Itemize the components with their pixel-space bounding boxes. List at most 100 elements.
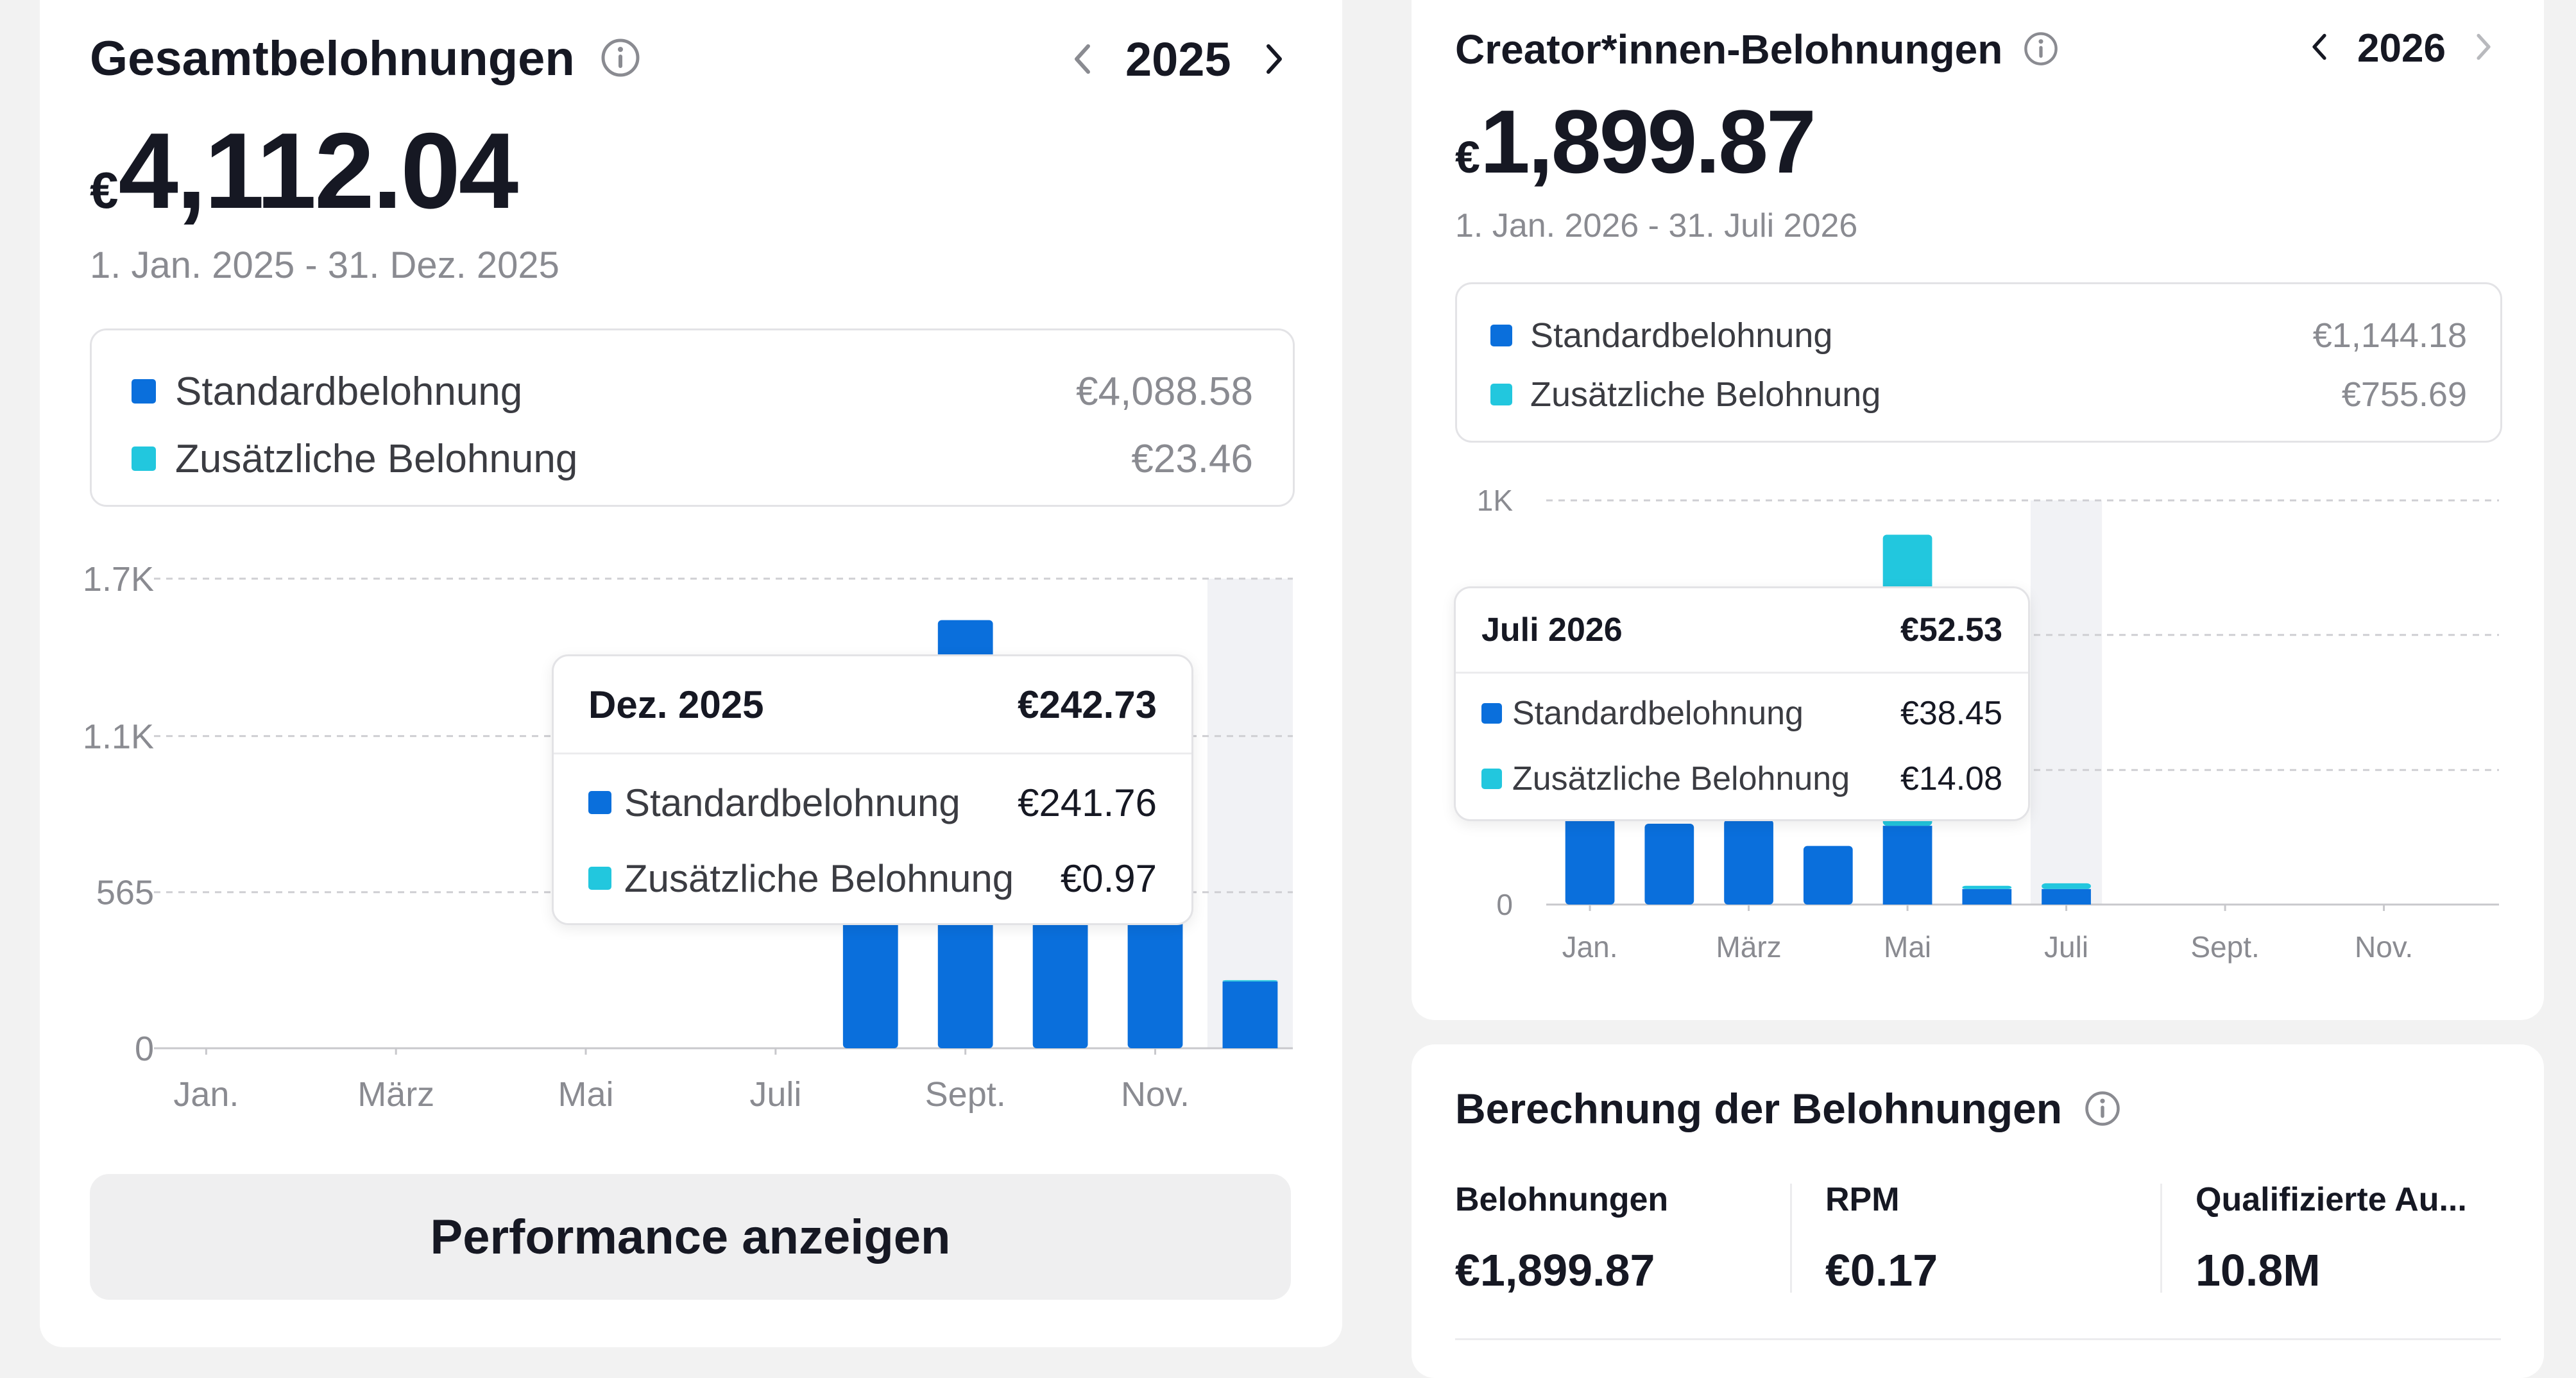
y-tick-label: 0 — [135, 1030, 154, 1068]
standard-swatch — [1481, 703, 1502, 724]
bar-additional — [1962, 885, 2012, 889]
tooltip-total: €52.53 — [1900, 611, 2002, 649]
legend-label: Zusätzliche Belohnung — [1530, 375, 1881, 414]
reward-calculation-card — [1412, 1044, 2544, 1378]
x-tick-label: März — [357, 1075, 434, 1114]
legend-value: €1,144.18 — [2312, 316, 2467, 355]
chart-tooltip: Juli 2026 €52.53 Standardbelohnung €38.4… — [1454, 586, 2030, 821]
metric-rpm: RPM €0.17 — [1825, 1180, 1938, 1296]
x-tick-label: Nov. — [1121, 1075, 1190, 1114]
tooltip-row-label: Standardbelohnung — [1512, 695, 1804, 732]
prev-year-chevron-icon[interactable] — [2310, 26, 2329, 71]
rewards-legend: Standardbelohnung €1,144.18 Zusätzliche … — [1455, 282, 2502, 443]
next-year-chevron-icon[interactable] — [1263, 32, 1285, 87]
bar-standard — [1724, 819, 1773, 905]
creator-rewards-header: Creator*innen-Belohnungen — [1455, 26, 2059, 76]
standard-swatch — [588, 791, 611, 814]
total-value: 1,899.87 — [1480, 91, 1816, 192]
x-tick-label: Nov. — [2355, 930, 2413, 964]
bar-standard — [1803, 846, 1853, 905]
bar-standard — [1127, 905, 1183, 1048]
total-rewards-title: Gesamtbelohnungen — [90, 31, 575, 86]
x-tick-label: Sept. — [2190, 930, 2259, 964]
rewards-bar-chart: 0 565 1.1K 1.7K Jan. März Mai Juli Sept. Nov. — [83, 560, 1293, 1114]
metric-label: Belohnungen — [1455, 1181, 1669, 1218]
y-tick-label: 565 — [96, 874, 154, 912]
bar-standard — [842, 915, 898, 1048]
x-tick-label: März — [1716, 930, 1781, 964]
tooltip-title: Juli 2026 — [1481, 611, 1623, 649]
tooltip-row-value: €14.08 — [1900, 760, 2002, 797]
x-tick-label: Juli — [2044, 930, 2088, 964]
tooltip-row-standard: Standardbelohnung €38.45 — [1456, 691, 2028, 736]
creator-rewards-amount: €1,899.87 — [1455, 90, 1816, 194]
tooltip-row-additional: Zusätzliche Belohnung €14.08 — [1456, 756, 2028, 801]
metric-divider — [2160, 1184, 2162, 1293]
year-selector: 2026 — [2310, 26, 2493, 71]
year-selector: 2025 — [1071, 32, 1285, 87]
metric-divider — [1790, 1184, 1792, 1293]
tooltip-row-label: Zusätzliche Belohnung — [1512, 760, 1850, 797]
total-value: 4,112.04 — [118, 110, 519, 231]
bar-standard — [1222, 981, 1278, 1048]
additional-swatch — [1490, 384, 1512, 405]
additional-swatch — [588, 867, 611, 890]
show-performance-button[interactable]: Performance anzeigen — [90, 1174, 1291, 1300]
y-tick-label: 1K — [1477, 484, 1514, 517]
highlight-column — [1207, 579, 1293, 1048]
y-tick-label: 1.7K — [83, 560, 154, 599]
legend-value: €23.46 — [1131, 436, 1253, 481]
divider — [1455, 1338, 2501, 1340]
bar-standard — [2042, 889, 2091, 905]
legend-item-additional: Zusätzliche Belohnung €755.69 — [1457, 368, 2500, 421]
metric-value: €1,899.87 — [1455, 1245, 1655, 1295]
highlight-column — [2030, 500, 2103, 905]
tooltip-row-additional: Zusätzliche Belohnung €0.97 — [554, 853, 1191, 904]
reward-calculation-title: Berechnung der Belohnungen — [1455, 1085, 2063, 1132]
tooltip-row-label: Standardbelohnung — [624, 781, 960, 824]
prev-year-chevron-icon[interactable] — [1071, 32, 1093, 87]
standard-swatch — [132, 379, 156, 404]
x-tick-label: Jan. — [1562, 930, 1618, 964]
x-tick-label: Sept. — [925, 1075, 1006, 1114]
legend-label: Zusätzliche Belohnung — [175, 436, 578, 481]
tooltip-row-value: €241.76 — [1018, 781, 1157, 824]
currency-symbol: € — [1455, 132, 1480, 182]
rewards-legend: Standardbelohnung €4,088.58 Zusätzliche … — [90, 328, 1295, 507]
bar-additional — [2042, 883, 2091, 889]
tooltip-row-standard: Standardbelohnung €241.76 — [554, 777, 1191, 828]
tooltip-row-value: €38.45 — [1900, 695, 2002, 732]
metric-value: €0.17 — [1825, 1245, 1938, 1295]
reward-calculation-header: Berechnung der Belohnungen — [1455, 1084, 2121, 1137]
legend-item-additional: Zusätzliche Belohnung €23.46 — [92, 430, 1293, 488]
year-label: 2026 — [2357, 26, 2446, 71]
x-tick-label: Mai — [1884, 930, 1931, 964]
metric-label: RPM — [1825, 1181, 1900, 1218]
total-rewards-amount: €4,112.04 — [90, 109, 519, 233]
next-year-chevron-icon[interactable] — [2474, 26, 2493, 71]
info-icon[interactable] — [2084, 1088, 2121, 1137]
metric-rewards: Belohnungen €1,899.87 — [1455, 1180, 1668, 1296]
bar-additional — [1222, 980, 1278, 982]
bar-standard — [1882, 826, 1932, 905]
legend-label: Standardbelohnung — [175, 369, 523, 414]
rewards-chart-2025: 0 565 1.1K 1.7K Jan. März Mai Juli Sept. Nov. — [64, 552, 1309, 1129]
info-icon[interactable] — [600, 34, 641, 90]
chart-tooltip: Dez. 2025 €242.73 Standardbelohnung €241… — [552, 654, 1193, 925]
tooltip-header: Juli 2026 €52.53 — [1456, 588, 2028, 674]
date-range: 1. Jan. 2026 - 31. Juli 2026 — [1455, 207, 1858, 244]
info-icon[interactable] — [2023, 29, 2059, 76]
tooltip-total: €242.73 — [1018, 683, 1157, 726]
metric-qualified-views: Qualifizierte Au... 10.8M — [2196, 1180, 2467, 1296]
creator-rewards-title: Creator*innen-Belohnungen — [1455, 26, 2003, 72]
currency-symbol: € — [90, 162, 119, 219]
tooltip-row-label: Zusätzliche Belohnung — [624, 856, 1014, 900]
tooltip-header: Dez. 2025 €242.73 — [554, 656, 1191, 754]
tooltip-row-value: €0.97 — [1060, 856, 1157, 900]
additional-swatch — [132, 447, 156, 471]
legend-item-standard: Standardbelohnung €1,144.18 — [1457, 309, 2500, 362]
date-range: 1. Jan. 2025 - 31. Dez. 2025 — [90, 244, 559, 286]
year-label: 2025 — [1125, 33, 1231, 86]
bar-standard — [1962, 889, 2012, 905]
